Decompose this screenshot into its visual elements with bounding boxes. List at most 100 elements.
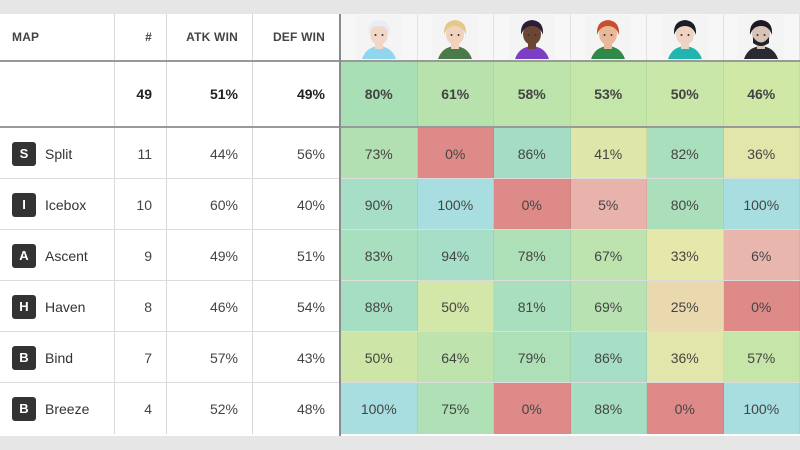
- atk-win-value: 46%: [167, 281, 253, 332]
- map-badge: S: [12, 141, 36, 166]
- map-badge: A: [12, 243, 36, 268]
- agent-winrate-cell-3: 81%: [494, 281, 571, 332]
- agent-winrate-cell-3: 79%: [494, 332, 571, 383]
- def-win-value: 51%: [296, 247, 325, 264]
- match-count: 10: [115, 179, 167, 230]
- total-agent-winrate-2: 61%: [417, 62, 494, 126]
- agent-column-header-3[interactable]: [494, 14, 571, 60]
- map-name: Ascent: [45, 247, 88, 264]
- agent-winrate-cell-1: 50%: [341, 332, 418, 383]
- agent-portrait-2-icon: [432, 15, 479, 59]
- atk-win-value: 49%: [167, 230, 253, 281]
- agent-winrate-cell-2: 0%: [417, 128, 494, 179]
- map-name: Icebox: [45, 196, 87, 213]
- total-agent-winrate-3: 58%: [494, 62, 571, 126]
- total-agent-winrate-5: 50%: [647, 62, 724, 126]
- row-divider: [0, 280, 800, 281]
- row-divider: [0, 331, 800, 332]
- map-badge: B: [12, 345, 36, 370]
- agent-winrate-cell-4: 86%: [570, 332, 647, 383]
- agent-winrate-cell-6: 57%: [723, 332, 800, 383]
- agent-winrate-cell-1: 83%: [341, 230, 418, 281]
- def-win-value: 43%: [296, 349, 325, 366]
- agent-winrate-cell-5: 25%: [647, 281, 724, 332]
- agent-winrate-cell-6: 100%: [723, 383, 800, 434]
- def-win-value: 40%: [296, 196, 325, 213]
- map-name-cell[interactable]: H Haven: [0, 281, 115, 332]
- agent-winrate-cell-5: 0%: [647, 383, 724, 434]
- atk-win-value: 57%: [167, 332, 253, 383]
- agent-winrate-cell-3: 86%: [494, 128, 571, 179]
- atk-win-value: 60%: [167, 179, 253, 230]
- total-def-win: 49%: [296, 86, 325, 102]
- map-badge: I: [12, 192, 36, 217]
- agent-portrait-1-icon: [355, 15, 402, 59]
- match-count: 4: [115, 383, 167, 434]
- agent-winrate-cell-1: 90%: [341, 179, 418, 230]
- map-column-header[interactable]: MAP: [0, 14, 115, 60]
- map-name: Bind: [45, 349, 74, 366]
- agent-column-header-4[interactable]: [570, 14, 647, 60]
- map-name: Split: [45, 145, 73, 162]
- agent-winrate-cell-2: 64%: [417, 332, 494, 383]
- total-atk-win: 51%: [167, 62, 253, 126]
- atk-win-header-label: ATK WIN: [186, 30, 238, 44]
- agent-winrate-cell-4: 5%: [570, 179, 647, 230]
- agent-winrate-cell-5: 80%: [647, 179, 724, 230]
- agent-winrate-cell-2: 94%: [417, 230, 494, 281]
- agent-winrate-cell-2: 75%: [417, 383, 494, 434]
- map-name: Haven: [45, 298, 86, 315]
- total-count: 49: [115, 62, 167, 126]
- match-count: 9: [115, 230, 167, 281]
- map-name-cell[interactable]: S Split: [0, 128, 115, 179]
- map-name-cell[interactable]: A Ascent: [0, 230, 115, 281]
- agent-portrait-4-icon: [585, 15, 632, 59]
- map-badge: B: [12, 396, 36, 421]
- agent-winrate-cell-3: 78%: [494, 230, 571, 281]
- total-agent-winrate-4: 53%: [570, 62, 647, 126]
- atk-win-column-header[interactable]: ATK WIN: [167, 14, 253, 60]
- def-win-value: 56%: [296, 145, 325, 162]
- map-header-label: MAP: [12, 30, 40, 44]
- agent-column-header-5[interactable]: [647, 14, 724, 60]
- map-name-cell[interactable]: B Bind: [0, 332, 115, 383]
- map-name-cell[interactable]: B Breeze: [0, 383, 115, 434]
- agent-winrate-cell-3: 0%: [494, 179, 571, 230]
- map-name-cell[interactable]: I Icebox: [0, 179, 115, 230]
- total-agent-winrate-1: 80%: [341, 62, 418, 126]
- map-badge: H: [12, 294, 36, 319]
- atk-win-value: 44%: [167, 128, 253, 179]
- def-win-value: 54%: [296, 298, 325, 315]
- totals-row-label: [0, 62, 115, 126]
- agent-winrate-cell-6: 36%: [723, 128, 800, 179]
- agent-winrate-cell-5: 82%: [647, 128, 724, 179]
- agent-column-header-6[interactable]: [723, 14, 800, 60]
- map-agent-winrate-table: MAP # ATK WIN DEF WIN 49 51% 49% 80% 61% 5…: [0, 14, 800, 436]
- row-divider: [0, 382, 800, 383]
- map-name: Breeze: [45, 400, 90, 417]
- atk-win-value: 52%: [167, 383, 253, 434]
- totals-divider: [0, 126, 800, 128]
- row-divider: [0, 229, 800, 230]
- agent-winrate-cell-4: 69%: [570, 281, 647, 332]
- def-win-column-header[interactable]: DEF WIN: [253, 14, 339, 60]
- agent-winrate-cell-4: 88%: [570, 383, 647, 434]
- agent-winrate-cell-1: 100%: [341, 383, 418, 434]
- agent-portrait-5-icon: [661, 15, 708, 59]
- agent-column-header-1[interactable]: [341, 14, 418, 60]
- agent-winrate-cell-2: 100%: [417, 179, 494, 230]
- agent-winrate-cell-6: 6%: [723, 230, 800, 281]
- agent-winrate-cell-1: 73%: [341, 128, 418, 179]
- count-column-header[interactable]: #: [115, 14, 167, 60]
- def-win-value: 48%: [296, 400, 325, 417]
- header-divider: [0, 60, 800, 62]
- agent-winrate-cell-4: 41%: [570, 128, 647, 179]
- count-header-label: #: [145, 30, 152, 44]
- row-divider: [0, 178, 800, 179]
- agent-winrate-cell-6: 100%: [723, 179, 800, 230]
- agents-divider: [339, 14, 341, 436]
- agent-winrate-cell-4: 67%: [570, 230, 647, 281]
- def-win-header-label: DEF WIN: [272, 30, 325, 44]
- agent-column-header-2[interactable]: [417, 14, 494, 60]
- match-count: 7: [115, 332, 167, 383]
